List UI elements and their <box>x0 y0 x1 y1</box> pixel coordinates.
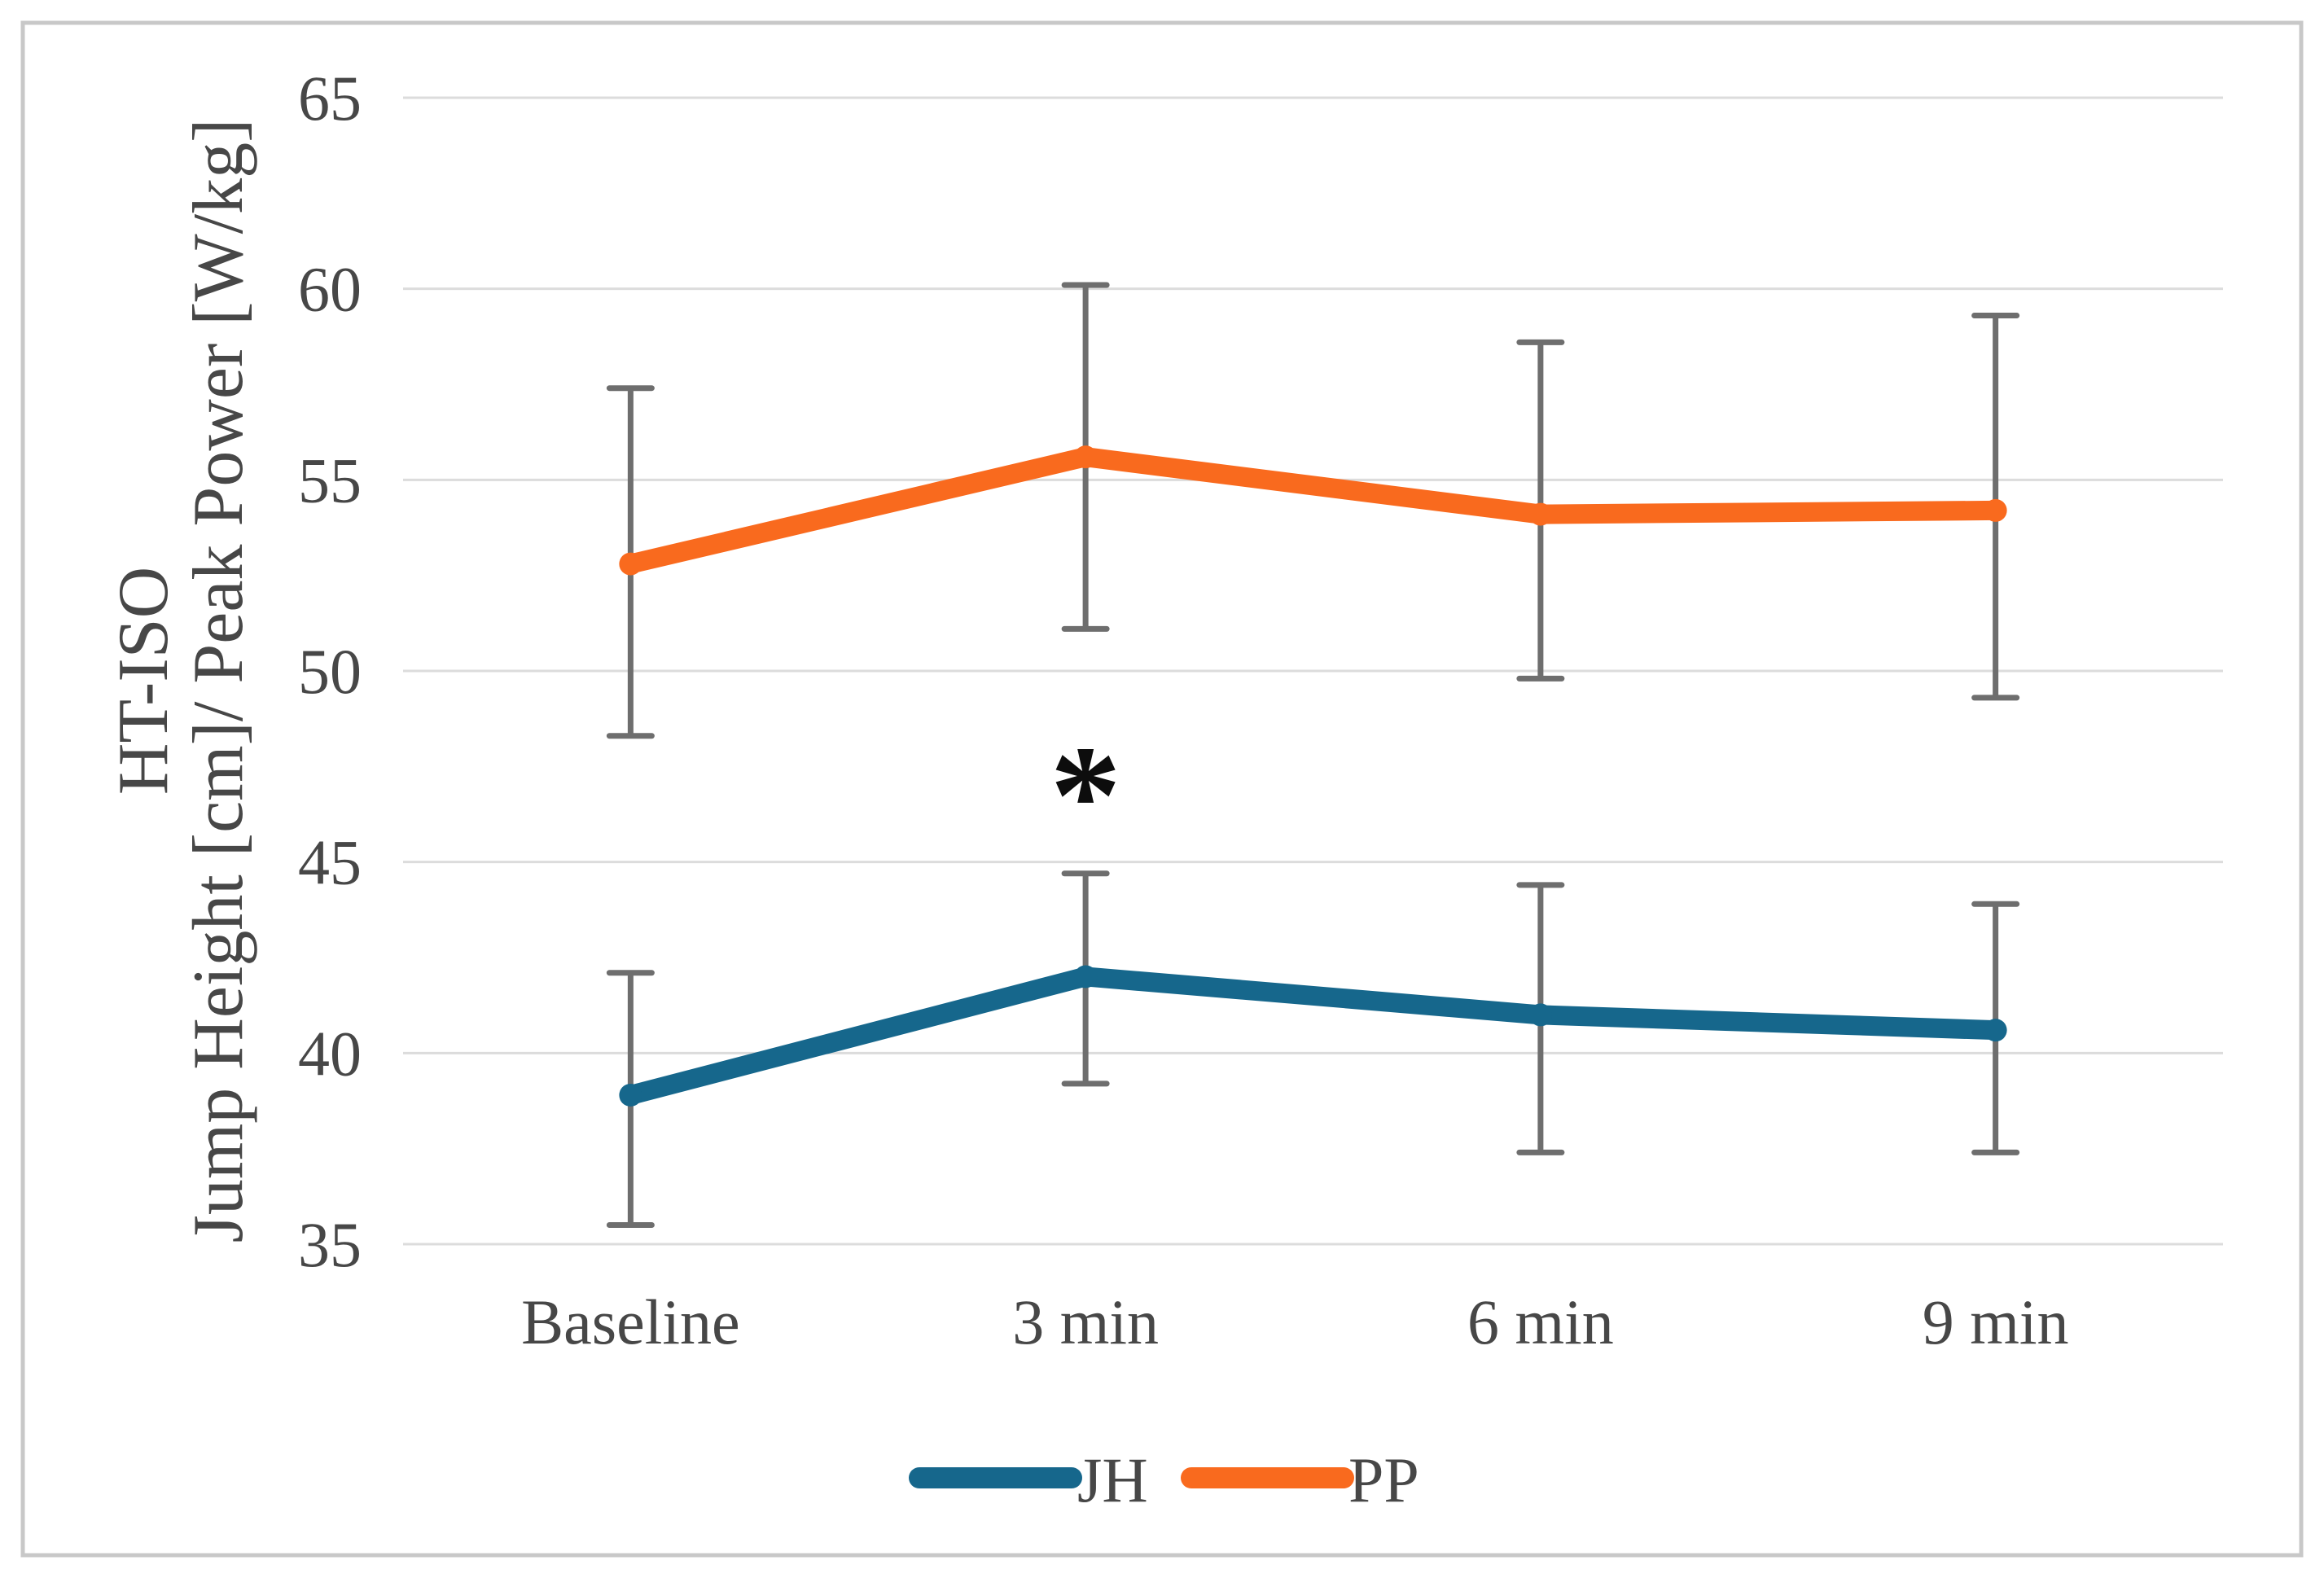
y-axis-title-line2: Jump Height [cm]/ Peak Power [W/kg] <box>179 119 258 1243</box>
series-line-jh <box>620 967 2006 1105</box>
x-axis-tick-labels: Baseline 3 min 6 min 9 min <box>521 1287 2068 1357</box>
y-tick-label: 55 <box>298 445 362 515</box>
data-point-jh <box>1528 1003 1552 1027</box>
data-point-pp <box>1984 498 2007 522</box>
y-axis-tick-labels: 65 60 55 50 45 40 35 <box>298 63 362 1280</box>
legend: JH PP <box>909 1444 1419 1515</box>
legend-label-jh: JH <box>1077 1444 1148 1515</box>
data-point-pp <box>1528 502 1552 526</box>
data-point-jh <box>1074 965 1098 988</box>
x-tick-label: Baseline <box>521 1287 740 1357</box>
legend-label-pp: PP <box>1348 1444 1419 1515</box>
data-point-jh <box>619 1083 642 1107</box>
data-point-pp <box>619 552 642 576</box>
x-tick-label: 3 min <box>1012 1287 1159 1357</box>
series-line-pp <box>620 447 2006 574</box>
y-axis-title-line1: HT-ISO <box>104 567 183 795</box>
y-tick-label: 60 <box>298 254 362 325</box>
y-tick-label: 35 <box>298 1209 362 1280</box>
significance-asterisk: * <box>1050 716 1121 874</box>
x-tick-label: 9 min <box>1923 1287 2069 1357</box>
data-point-pp <box>1074 445 1098 469</box>
y-tick-label: 65 <box>298 63 362 134</box>
y-tick-label: 40 <box>298 1018 362 1089</box>
data-point-jh <box>1984 1019 2007 1042</box>
figure-border <box>20 20 2304 1558</box>
y-tick-label: 45 <box>298 827 362 898</box>
x-tick-label: 6 min <box>1467 1287 1614 1357</box>
gridlines <box>403 96 2223 1246</box>
y-tick-label: 50 <box>298 636 362 707</box>
